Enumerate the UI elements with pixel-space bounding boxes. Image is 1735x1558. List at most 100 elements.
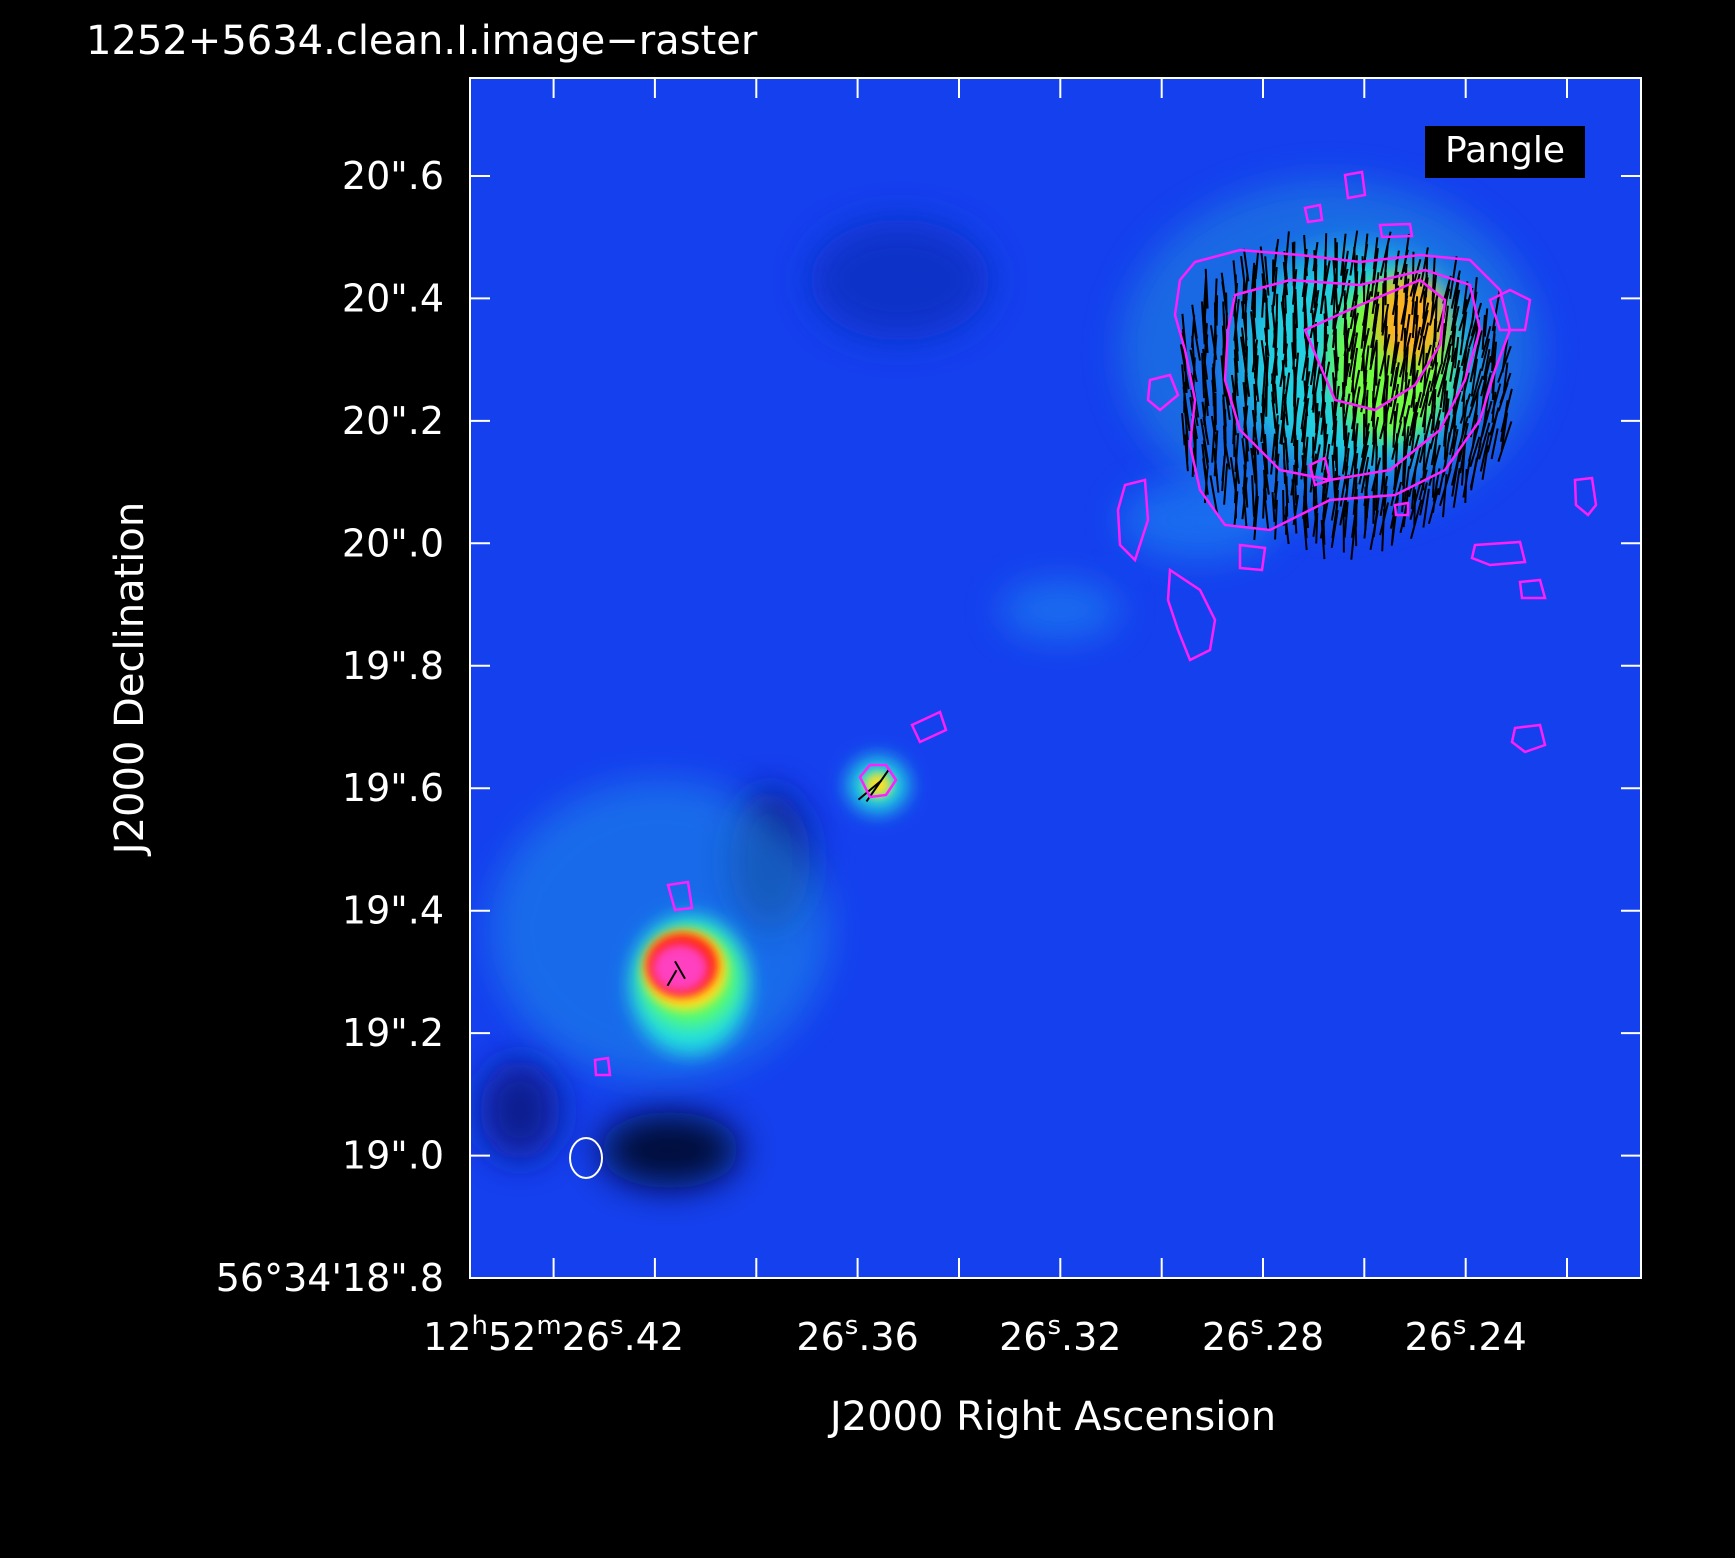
polarization-vector — [1209, 475, 1219, 516]
polarization-vector — [1379, 231, 1392, 277]
polarization-vector — [1273, 481, 1279, 510]
polarization-vector — [1447, 396, 1459, 442]
polarization-vector — [1332, 312, 1338, 348]
polarization-vector — [1271, 492, 1276, 523]
polarization-vector — [1429, 362, 1439, 392]
polarization-vector — [1460, 446, 1466, 486]
polarization-vector — [1480, 338, 1491, 372]
polarization-vector — [1251, 339, 1259, 373]
legend-label: Pangle — [1445, 130, 1565, 171]
polarization-vector — [1410, 466, 1417, 510]
polarization-vector — [1312, 503, 1319, 537]
polarization-vector — [1284, 437, 1289, 471]
polarization-vector — [1330, 475, 1341, 521]
x-tick-label: 26s.36 — [796, 1311, 918, 1359]
polarization-vector — [1200, 301, 1206, 345]
polarization-vector — [1398, 332, 1412, 378]
polarization-vector — [1371, 436, 1376, 466]
contour-line — [1393, 501, 1410, 517]
polarization-vector — [1448, 429, 1459, 474]
polarization-vector — [1436, 355, 1451, 398]
contour-line — [1173, 248, 1512, 532]
jet-emission — [1000, 580, 1120, 640]
chart-title: 1252+5634.clean.I.image−raster — [86, 18, 758, 64]
x-axis-label: J2000 Right Ascension — [827, 1394, 1276, 1440]
polarization-vectors — [666, 230, 1513, 987]
polarization-vector — [1181, 413, 1186, 446]
polarization-vector — [1202, 440, 1210, 469]
polarization-vector — [1202, 416, 1210, 446]
polarization-vector — [1483, 308, 1489, 337]
polarization-vector — [1321, 470, 1326, 506]
polarization-vector — [1330, 274, 1337, 306]
polarization-vector — [1409, 259, 1422, 297]
polarization-vector — [1259, 246, 1267, 287]
polarization-vector — [1450, 270, 1461, 309]
polarization-vector — [1451, 315, 1457, 346]
polarization-vector — [1283, 250, 1289, 284]
polarization-vector — [1384, 375, 1389, 420]
polarization-vector — [1454, 336, 1460, 369]
polarization-vector — [1381, 290, 1385, 333]
contour-line — [593, 1056, 612, 1077]
polarization-vector — [1354, 517, 1358, 547]
contour-line — [1303, 203, 1324, 224]
polarization-vector — [1322, 515, 1326, 545]
contour-line — [1470, 540, 1527, 567]
polarization-vector — [1251, 475, 1255, 517]
polarization-vector — [1301, 351, 1309, 381]
polarization-vector — [1372, 397, 1376, 441]
polarization-vector — [1254, 250, 1260, 280]
polarization-vector — [1419, 274, 1429, 303]
polarization-vector — [1422, 488, 1430, 528]
polarization-vector — [1451, 455, 1460, 497]
polarization-vector — [1260, 397, 1267, 442]
polarization-vector — [1491, 333, 1496, 372]
polarization-vector — [1449, 256, 1458, 300]
polarization-vector — [1392, 410, 1397, 448]
polarization-vector — [1264, 434, 1269, 475]
polarization-vector — [1497, 345, 1512, 383]
polarization-vector — [1293, 505, 1298, 534]
polarization-vector — [1418, 469, 1428, 501]
polarization-vector — [1457, 416, 1469, 450]
polarization-vector — [1450, 325, 1457, 363]
polarization-vector — [1390, 516, 1396, 546]
polarization-vector — [1211, 417, 1217, 463]
polarization-vector — [1419, 247, 1429, 287]
y-tick-label: 20".6 — [342, 154, 444, 198]
polarization-vector — [1440, 323, 1446, 365]
polarization-vector — [1359, 243, 1369, 285]
polarization-vector — [1202, 348, 1209, 380]
polarization-vector — [1430, 278, 1437, 319]
polarization-vector — [1271, 373, 1276, 404]
polarization-vector — [1422, 335, 1425, 374]
contour-line — [1116, 478, 1150, 563]
polarization-vector — [1411, 344, 1416, 387]
polarization-vector — [1429, 409, 1442, 450]
polarization-vector — [1449, 347, 1457, 382]
polarization-vector — [1411, 279, 1417, 315]
polarization-vector — [1399, 357, 1407, 396]
polarization-vector — [1222, 313, 1227, 354]
polarization-vector — [1410, 499, 1423, 539]
y-tick-label: 20".0 — [342, 521, 444, 565]
polarization-vector — [1234, 328, 1239, 362]
polarization-vector — [1201, 352, 1206, 399]
polarization-vector — [1470, 302, 1483, 337]
polarization-vector — [1389, 341, 1400, 387]
polarization-vector — [1309, 341, 1319, 386]
polarization-vector — [1263, 458, 1270, 495]
polarization-vector — [1225, 292, 1228, 329]
contour-line — [1378, 222, 1414, 239]
polarization-vector — [1261, 283, 1266, 318]
polarization-vector — [1469, 344, 1480, 383]
contour-line — [666, 880, 694, 912]
polarization-vector — [1322, 348, 1326, 385]
contour-line — [1573, 476, 1598, 517]
y-axis-label: J2000 Declination — [107, 502, 153, 857]
y-tick-label: 19".6 — [342, 766, 444, 810]
polarization-vector — [1312, 382, 1315, 413]
polarization-vector — [1358, 444, 1369, 485]
